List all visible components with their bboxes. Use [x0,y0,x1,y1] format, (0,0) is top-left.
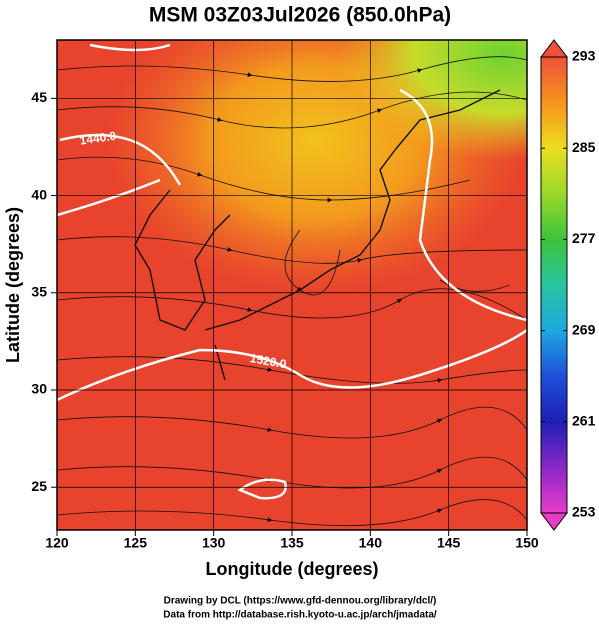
x-tick-label: 145 [437,535,461,551]
x-tick-label: 120 [45,535,69,551]
title: MSM 03Z03Jul2026 (850.0hPa) [149,4,451,27]
colorbar-tick-label: 277 [572,230,596,246]
contour-label: 1520.0 [249,351,288,371]
streamlines [57,56,527,527]
y-tick-label: 40 [31,186,47,202]
x-tick-label: 150 [515,535,539,551]
credit: Data from http://database.rish.kyoto-u.a… [163,610,437,621]
x-tick-label: 135 [280,535,304,551]
colorbar-tick-label: 269 [572,321,596,337]
x-tick-label: 125 [124,535,148,551]
credit: Drawing by DCL (https://www.gfd-dennou.o… [164,596,437,607]
y-axis-label: Latitude (degrees) [3,207,23,363]
colorbar-tick-label: 261 [572,413,596,429]
y-tick-label: 25 [31,478,47,494]
contour-label: 1440.0 [79,129,118,148]
contour [57,43,527,500]
colorbar-tick-label: 285 [572,139,596,155]
y-tick-label: 35 [31,283,47,299]
colorbar-tick-label: 253 [572,504,596,520]
y-tick-label: 45 [31,89,47,105]
y-tick-label: 30 [31,381,47,397]
x-tick-label: 130 [202,535,226,551]
colorbar-tick-label: 293 [572,48,596,64]
x-axis-label: Longitude (degrees) [205,559,378,579]
colorbar [540,56,568,514]
x-tick-label: 140 [359,535,383,551]
colorbar-min-arrow [539,512,569,531]
colorbar-max-arrow [539,39,569,58]
